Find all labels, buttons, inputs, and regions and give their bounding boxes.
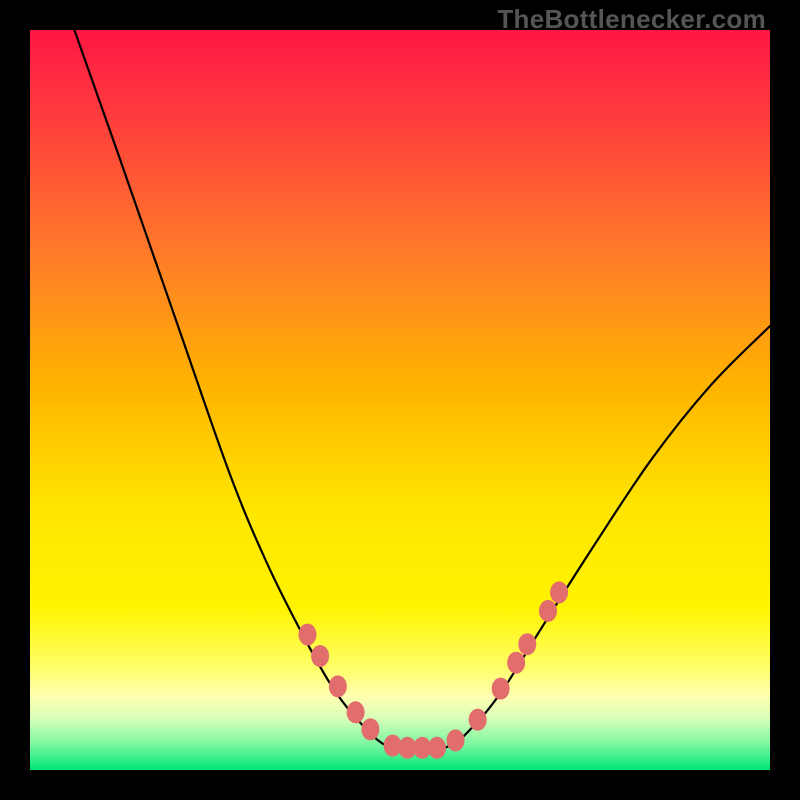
watermark-text: TheBottlenecker.com [497,4,766,35]
curve-marker [347,701,365,723]
chart-svg [30,30,770,770]
curve-marker [428,737,446,759]
gradient-background [30,30,770,770]
curve-marker [361,718,379,740]
curve-marker [329,675,347,697]
curve-marker [311,645,329,667]
curve-marker [539,600,557,622]
curve-marker [518,633,536,655]
plot-area [30,30,770,770]
curve-marker [469,709,487,731]
curve-marker [550,581,568,603]
outer-frame: TheBottlenecker.com [0,0,800,800]
curve-marker [299,624,317,646]
curve-marker [492,678,510,700]
curve-marker [447,729,465,751]
curve-marker [507,652,525,674]
